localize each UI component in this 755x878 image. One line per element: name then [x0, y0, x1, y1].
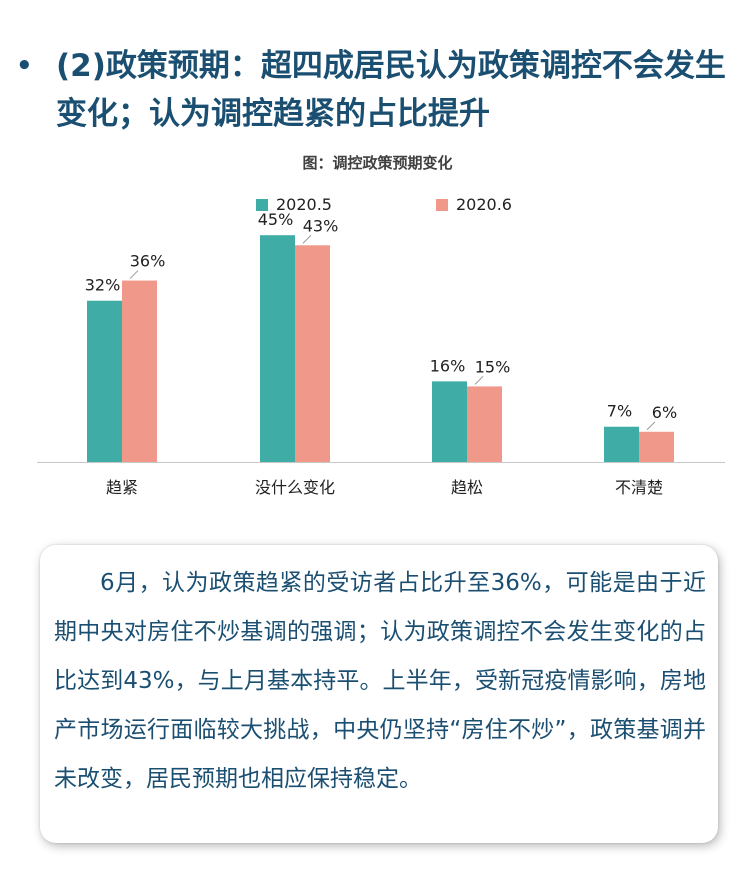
x-tick-label-2: 趋松 — [451, 478, 483, 497]
bar-chart: 32% 36% 趋紧 45% 43% 没什么变化 16% 15% 趋松 7% 6% 不清楚 — [37, 210, 725, 497]
bar-2020.6-3 — [639, 431, 674, 462]
bar-2020.5-3 — [604, 426, 639, 462]
chart-title: 图：调控政策预期变化 — [302, 154, 453, 172]
bar-2020.5-0 — [87, 300, 122, 462]
summary-text: 6月，认为政策趋紧的受访者占比升至36%，可能是由于近期中央对房住不炒基调的强调… — [54, 570, 706, 792]
legend-item-2020-6: 2020.6 — [436, 195, 512, 214]
headline-bullet: • — [16, 51, 33, 81]
bar-2020.5-1 — [260, 235, 295, 462]
data-label-2020.5-1: 45% — [258, 210, 294, 229]
chart-legend: 2020.5 2020.6 — [0, 195, 755, 217]
leader-line-3 — [646, 421, 656, 431]
leader-line-2 — [474, 376, 484, 385]
leader-line-1 — [302, 234, 312, 244]
bar-2020.5-2 — [432, 381, 467, 462]
leader-line-0 — [129, 270, 139, 279]
legend-label-2020-5: 2020.5 — [276, 195, 332, 214]
data-label-2020.6-2: 15% — [475, 357, 511, 376]
x-tick-label-1: 没什么变化 — [255, 478, 335, 497]
legend-label-2020-6: 2020.6 — [456, 195, 512, 214]
x-tick-label-0: 趋紧 — [106, 478, 138, 497]
headline-text: (2)政策预期：超四成居民认为政策调控不会发生变化；认为调控趋紧的占比提升 — [56, 48, 726, 132]
legend-item-2020-5: 2020.5 — [256, 195, 332, 214]
x-tick-label-3: 不清楚 — [615, 478, 663, 497]
legend-swatch-2020-5 — [256, 198, 268, 211]
bar-2020.6-1 — [295, 245, 330, 462]
data-label-2020.6-1: 43% — [303, 216, 339, 235]
legend-swatch-2020-6 — [436, 198, 448, 211]
data-label-2020.5-3: 7% — [607, 402, 632, 421]
bar-2020.6-2 — [467, 386, 502, 462]
data-label-2020.5-0: 32% — [85, 276, 121, 295]
data-label-2020.5-2: 16% — [430, 356, 466, 375]
bar-2020.6-0 — [122, 280, 157, 462]
data-label-2020.6-3: 6% — [652, 403, 677, 422]
summary-box: 6月，认为政策趋紧的受访者占比升至36%，可能是由于近期中央对房住不炒基调的强调… — [40, 545, 718, 843]
data-label-2020.6-0: 36% — [130, 252, 166, 271]
